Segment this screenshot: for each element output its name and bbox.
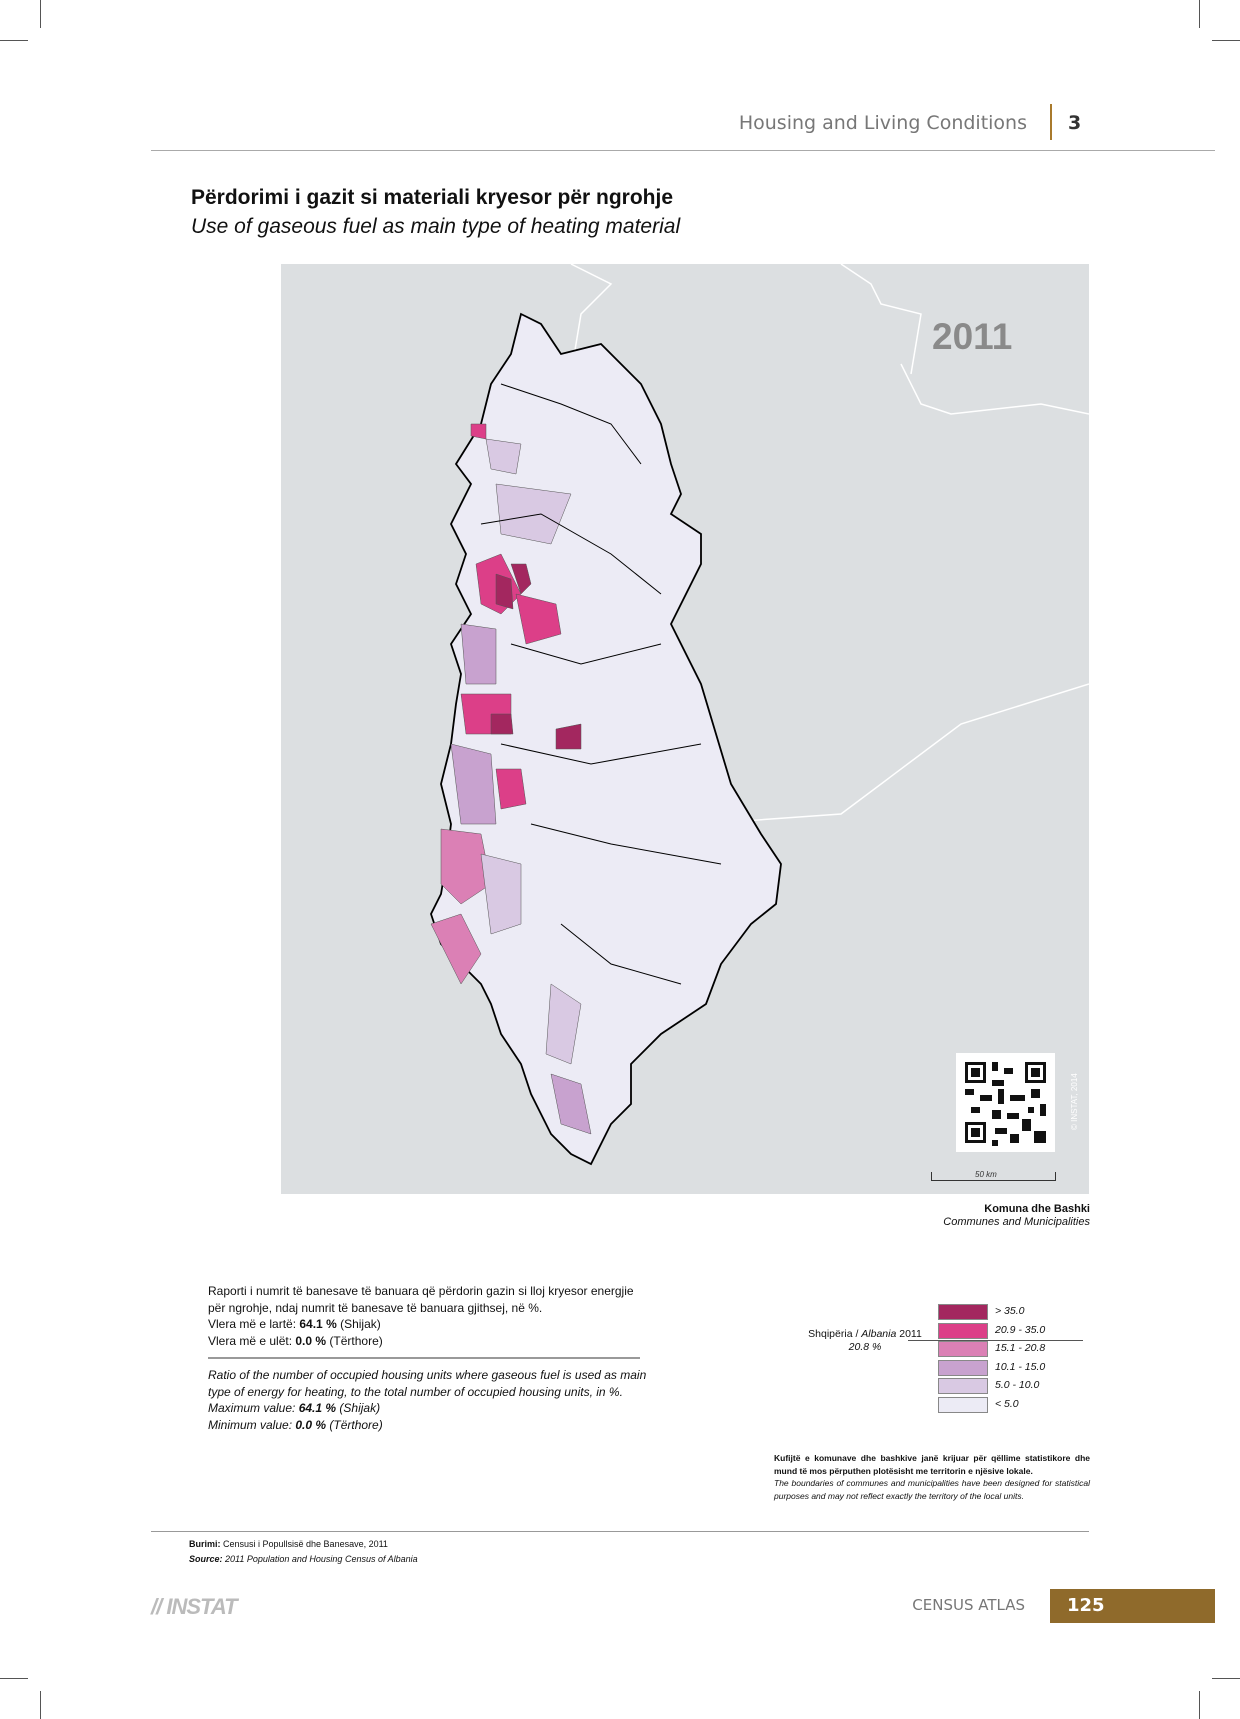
min-value-line: Vlera më e ulët: 0.0 % (Tërthore) <box>208 1333 648 1350</box>
legend-label: > 35.0 <box>995 1305 1025 1317</box>
chapter-number: 3 <box>1068 112 1082 134</box>
legend-swatch <box>938 1396 988 1413</box>
label: Vlera më e ulët: <box>208 1333 296 1348</box>
national-value-marker <box>908 1340 1083 1341</box>
value: 0.0 % <box>295 1417 327 1432</box>
description-albanian: Raporti i numrit të banesave të banuara … <box>208 1283 648 1349</box>
scale-label: 50 km <box>975 1170 997 1179</box>
place: (Shijak) <box>336 1401 381 1415</box>
min-value-line: Minimum value: 0.0 % (Tërthore) <box>208 1417 648 1434</box>
qr-code-icon[interactable] <box>956 1053 1055 1152</box>
description-text: Raporti i numrit të banesave të banuara … <box>208 1284 634 1315</box>
logo-text: INSTAT <box>166 1594 237 1619</box>
value: 64.1 % <box>299 1317 337 1331</box>
label: Vlera më e lartë: <box>208 1317 300 1331</box>
header-divider <box>1050 104 1052 140</box>
description-text: Ratio of the number of occupied housing … <box>208 1368 647 1399</box>
label: Minimum value: <box>208 1417 296 1432</box>
footer-rule <box>151 1531 1089 1532</box>
crop-mark <box>40 0 41 28</box>
legend-label: 5.0 - 10.0 <box>995 1379 1040 1391</box>
region-max <box>555 723 582 750</box>
crop-mark <box>1212 40 1240 41</box>
national-value: 20.8 % <box>848 1341 882 1353</box>
map-layer-albanian: Komuna dhe Bashki <box>984 1203 1090 1215</box>
place: (Tërthore) <box>326 1333 383 1348</box>
prefecture-borders <box>480 383 722 985</box>
legend-swatch <box>938 1378 988 1394</box>
region-low <box>480 853 522 935</box>
note-albanian: Kufijtë e komunave dhe bashkive janë kri… <box>774 1453 1090 1476</box>
crop-mark <box>1199 0 1200 28</box>
region-mid <box>460 623 497 685</box>
note-english: The boundaries of communes and municipal… <box>774 1478 1090 1501</box>
region-high <box>515 593 562 645</box>
region-low <box>485 438 522 475</box>
year: 2011 <box>896 1328 922 1340</box>
max-value-line: Maximum value: 64.1 % (Shijak) <box>208 1400 648 1417</box>
qr-code-graphic <box>965 1062 1046 1146</box>
crop-mark <box>1212 1678 1240 1679</box>
crop-mark <box>1199 1691 1200 1719</box>
label: Maximum value: <box>208 1401 299 1415</box>
region-15 <box>430 913 482 985</box>
map-graphic <box>430 263 1090 1166</box>
value: 64.1 % <box>298 1401 337 1415</box>
map-title-english: Use of gaseous fuel as main type of heat… <box>191 215 681 238</box>
page-number-box: 125 <box>1050 1589 1215 1623</box>
legend-swatch <box>938 1341 988 1357</box>
crop-mark <box>40 1691 41 1719</box>
instat-logo: // INSTAT <box>151 1594 238 1619</box>
map-year: 2011 <box>932 316 1013 357</box>
legend-swatch <box>938 1359 988 1376</box>
region-max <box>495 573 514 610</box>
text: Censusi i Popullsisë dhe Banesave, 2011 <box>220 1539 388 1549</box>
legend-label: < 5.0 <box>995 1397 1019 1410</box>
max-value-line: Vlera më e lartë: 64.1 % (Shijak) <box>208 1316 648 1333</box>
label: Burimi: <box>189 1539 221 1549</box>
legend-label: 15.1 - 20.8 <box>995 1342 1046 1354</box>
boundary-note: Kufijtë e komunave dhe bashkive janë kri… <box>774 1452 1090 1502</box>
region-low <box>495 483 572 545</box>
neighbor-border <box>570 263 1090 825</box>
text: 2011 Population and Housing Census of Al… <box>222 1554 418 1564</box>
region-max <box>490 713 514 735</box>
header-rule <box>151 150 1215 151</box>
label: Shqipëria / <box>808 1328 862 1340</box>
place: (Tërthore) <box>326 1417 383 1432</box>
map-copyright: © INSTAT, 2014 <box>1070 1073 1079 1130</box>
legend-label: 20.9 - 35.0 <box>995 1323 1046 1336</box>
choropleth-map <box>281 263 1090 1194</box>
scale-bar <box>931 1172 1056 1181</box>
crop-mark <box>0 1678 28 1679</box>
national-label: Shqipëria / Albania 2011 <box>790 1328 940 1340</box>
legend-swatch <box>938 1322 988 1339</box>
region-low <box>545 983 582 1065</box>
legend-swatch <box>938 1304 988 1320</box>
page-number: 125 <box>1067 1595 1105 1616</box>
value: 0.0 % <box>295 1333 327 1348</box>
label: Albania <box>861 1328 897 1340</box>
map-layer-english: Communes and Municipalities <box>943 1216 1090 1228</box>
label: Source: <box>189 1554 223 1564</box>
source-albanian: Burimi: Censusi i Popullsisë dhe Banesav… <box>189 1539 388 1549</box>
region-max <box>510 563 532 595</box>
crop-mark <box>0 40 28 41</box>
description-english: Ratio of the number of occupied housing … <box>208 1367 648 1433</box>
region-low <box>450 743 497 825</box>
albania-outline <box>430 312 782 1166</box>
section-title: Housing and Living Conditions <box>738 112 1027 134</box>
region-high <box>495 768 527 810</box>
place: (Shijak) <box>336 1317 381 1331</box>
census-atlas-label: CENSUS ATLAS <box>912 1596 1025 1614</box>
region-mid <box>550 1073 592 1135</box>
legend-label: 10.1 - 15.0 <box>995 1360 1046 1373</box>
source-english: Source: 2011 Population and Housing Cens… <box>189 1554 418 1564</box>
region-15 <box>440 828 492 905</box>
description-divider <box>208 1357 640 1359</box>
map-title-albanian: Përdorimi i gazit si materiali kryesor p… <box>191 186 673 209</box>
